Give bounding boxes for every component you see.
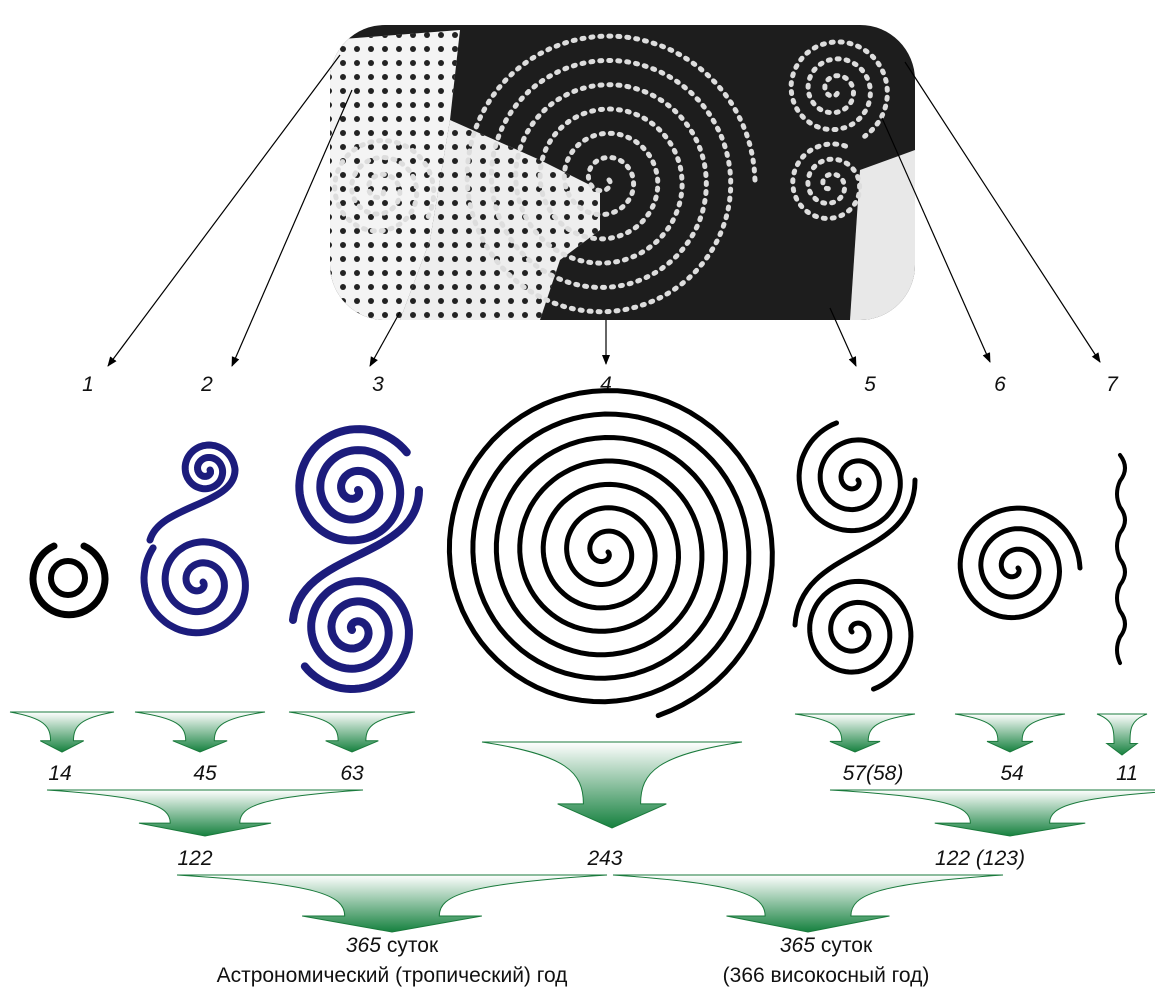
spiral bbox=[295, 425, 411, 545]
count: 11 bbox=[1116, 762, 1138, 785]
total-number: 365 bbox=[346, 934, 381, 957]
funnel bbox=[9, 711, 115, 753]
spiral bbox=[181, 441, 239, 493]
sum: 122 (123) bbox=[935, 847, 1025, 870]
spiral bbox=[140, 538, 249, 637]
total-unit: суток bbox=[387, 934, 439, 957]
funnel bbox=[134, 711, 266, 753]
spiral-link bbox=[289, 486, 423, 624]
funnel bbox=[829, 789, 1155, 837]
spiral bbox=[957, 505, 1083, 621]
item-label: 7 bbox=[1106, 373, 1119, 396]
ring bbox=[48, 558, 88, 598]
total-left: 365 суток bbox=[346, 934, 439, 957]
stone-spiral bbox=[788, 39, 890, 139]
funnel bbox=[46, 789, 364, 837]
total-caption: Астрономический (тропический) год bbox=[217, 964, 568, 987]
funnel bbox=[794, 713, 916, 753]
spiral bbox=[807, 578, 914, 692]
spiral bbox=[300, 577, 413, 694]
spiral bbox=[796, 420, 903, 534]
stone-spiral bbox=[332, 137, 437, 234]
item-label: 1 bbox=[82, 373, 94, 396]
ring-arc bbox=[29, 542, 109, 619]
count: 57(58) bbox=[843, 762, 904, 785]
item-label: 3 bbox=[372, 373, 384, 396]
total-number: 365 bbox=[780, 934, 815, 957]
count: 14 bbox=[48, 762, 71, 785]
stone bbox=[330, 25, 915, 320]
total-right: 365 суток bbox=[780, 934, 873, 957]
item-label: 2 bbox=[200, 373, 213, 396]
sum: 122 bbox=[177, 847, 212, 870]
sum: 243 bbox=[586, 847, 622, 870]
count: 63 bbox=[340, 762, 364, 785]
item-label: 6 bbox=[994, 373, 1006, 396]
funnel bbox=[176, 874, 608, 933]
item-label: 5 bbox=[864, 373, 876, 396]
funnel bbox=[612, 874, 1004, 933]
total-unit: суток bbox=[821, 934, 873, 957]
spiral bbox=[446, 388, 775, 719]
count: 45 bbox=[193, 762, 217, 785]
spiral-link bbox=[146, 466, 239, 544]
funnel bbox=[288, 711, 416, 753]
stone-spiral bbox=[464, 33, 758, 315]
wave bbox=[1115, 453, 1127, 665]
spiral-link bbox=[792, 477, 918, 628]
count: 54 bbox=[1000, 762, 1023, 785]
funnel bbox=[481, 741, 743, 829]
item-label: 4 bbox=[600, 373, 612, 396]
stone-spiral bbox=[790, 141, 863, 221]
arrows bbox=[107, 54, 1101, 367]
funnel bbox=[1096, 713, 1148, 756]
funnel bbox=[954, 713, 1066, 753]
total-caption: (366 високосный год) bbox=[723, 964, 930, 987]
